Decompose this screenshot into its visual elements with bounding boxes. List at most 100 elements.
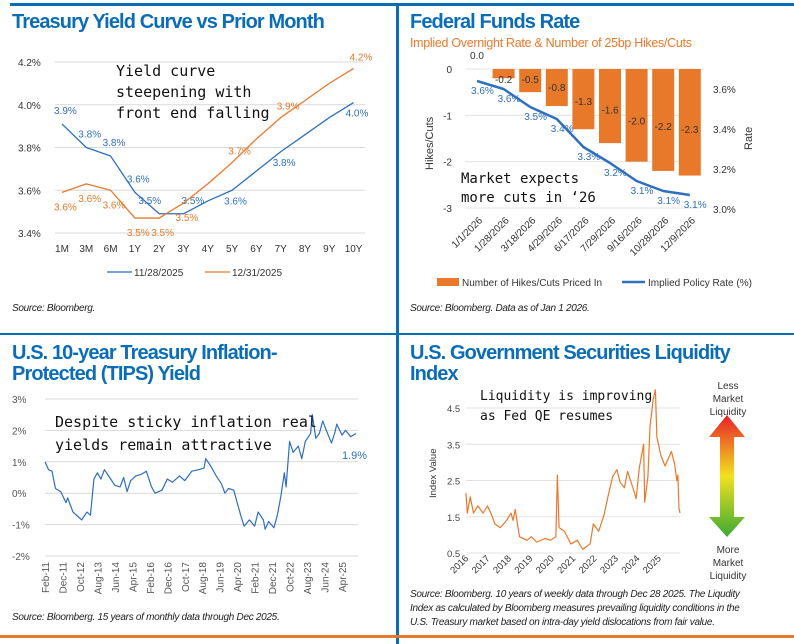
liq-source-line: U.S. Treasury market based on intra-day … [410,617,715,628]
x-tick-label: Apr-15 [128,562,139,592]
liq-title-line: Index [410,363,459,385]
y2-axis-label: Rate [743,127,755,150]
yield-source: Source: Bloomberg. [12,303,95,314]
data-label: 3.1% [684,200,707,211]
data-label: 3.7% [228,146,251,157]
x-tick-label: Aug-18 [198,562,209,595]
bar [678,69,701,176]
y-tick-label: 2% [12,426,27,437]
y-tick-label: 4.5 [447,404,460,415]
data-label: 3.5% [151,228,174,239]
bar-label: -0.8 [548,83,566,94]
y-tick-label: 4.0% [18,101,41,112]
x-tick-label: 2022 [577,553,600,576]
y2-tick-label: 3.4% [713,125,736,136]
x-tick-label: 3M [79,244,93,255]
x-tick-label: Oct-17 [181,562,192,592]
fed-title: Federal Funds Rate [410,11,580,33]
bar [652,69,675,171]
fed-subtitle: Implied Overnight Rate & Number of 25bp … [410,36,692,50]
bar-label: -2.2 [655,122,673,133]
x-tick-label: 2018 [491,553,514,576]
annotation: more cuts in ‘26 [461,190,596,206]
arrow-top-label: Less [717,381,738,392]
data-label: 4.2% [350,52,373,63]
data-label: 3.2% [604,168,627,179]
x-tick-label: 8Y [299,244,312,255]
x-tick-label: Oct-12 [76,562,87,592]
bar [545,69,568,107]
data-label: 3.1% [631,186,654,197]
x-tick-label: 2Y [153,244,166,255]
data-label: 3.5% [138,196,161,207]
liq-source: Source: Bloomberg. 10 years of weekly da… [410,588,740,630]
series-line-dec [61,67,354,219]
x-tick-label: 7Y [275,244,288,255]
data-label: 3.5% [176,213,199,224]
legend-label: Number of Hikes/Cuts Priced In [462,278,602,289]
data-label: 3.6% [78,194,101,205]
bar-label: -1.6 [601,105,619,116]
x-tick-label: Feb-16 [146,562,157,594]
series-line-nov [61,102,354,215]
data-label: 3.6% [471,86,494,97]
annotation: Despite sticky inflation real [55,413,317,431]
y-tick-label: 0% [12,489,27,500]
last-value-label: 1.9% [342,450,367,462]
x-tick-label: 2023 [598,553,621,576]
center-divider [396,6,399,644]
arrow-bottom-label: More [717,545,740,556]
bar [572,69,595,130]
annotation: front end falling [116,104,270,122]
data-label: 3.6% [54,202,77,213]
bottom-divider [0,635,794,638]
x-tick-label: Feb-21 [251,562,262,594]
data-label: 3.6% [103,200,126,211]
x-tick-label: 2025 [641,553,664,576]
bar-label: 0.0 [470,51,484,62]
x-tick-label: 2017 [470,553,493,576]
x-tick-label: Dec-16 [163,562,174,595]
y-tick-label: 3.4% [18,229,41,240]
arrow-top-label: Market [713,394,744,405]
y-tick-label: 4.2% [18,58,41,69]
bar-label: -1.3 [575,97,593,108]
y-tick-label: -2 [443,158,452,169]
x-tick-label: 6M [104,244,118,255]
x-tick-label: 3Y [177,244,190,255]
annotation: as Fed QE resumes [480,409,613,424]
data-label: 3.9% [277,102,300,113]
y-tick-label: -1% [12,521,30,532]
bar [599,69,621,144]
y-tick-label: 1% [12,458,27,469]
y-tick-label: 2.5 [447,477,460,488]
x-tick-label: 6Y [250,244,263,255]
x-tick-label: Aug-13 [93,562,104,595]
y-tick-label: 3% [12,395,27,406]
x-tick-label: 4Y [202,244,215,255]
y-axis-label: Hikes/Cuts [424,116,436,170]
x-tick-label: Feb-11 [41,562,52,593]
y-tick-label: 1.5 [447,513,460,524]
x-tick-label: 10Y [345,244,363,255]
x-tick-label: Apr-25 [338,562,349,592]
tips-title: U.S. 10-year Treasury Inflation- Protecte… [12,343,278,385]
liq-source-line: Index as calculated by Bloomberg measure… [410,603,740,614]
y-tick-label: -3 [443,204,452,215]
data-label: 3.6% [127,174,150,185]
data-label: 3.5% [524,112,547,123]
liquidity-arrow-icon [709,415,745,537]
data-label: 3.8% [273,158,296,169]
liq-title-line: U.S. Government Securities Liquidity [410,342,731,364]
annotation: Market expects [461,171,579,187]
data-label: 3.5% [127,228,150,239]
bar-label: -2.0 [628,117,646,128]
y-tick-label: 0.5 [447,549,460,560]
x-tick-label: 5Y [226,244,239,255]
y-axis-label: Index Value [428,449,439,498]
bar-label: -0.5 [522,75,540,86]
x-tick-label: Jun-24 [321,562,332,593]
tips-title-line: Protected (TIPS) Yield [12,363,201,385]
x-tick-label: 1M [55,244,69,255]
data-label: 3.3% [577,152,600,163]
